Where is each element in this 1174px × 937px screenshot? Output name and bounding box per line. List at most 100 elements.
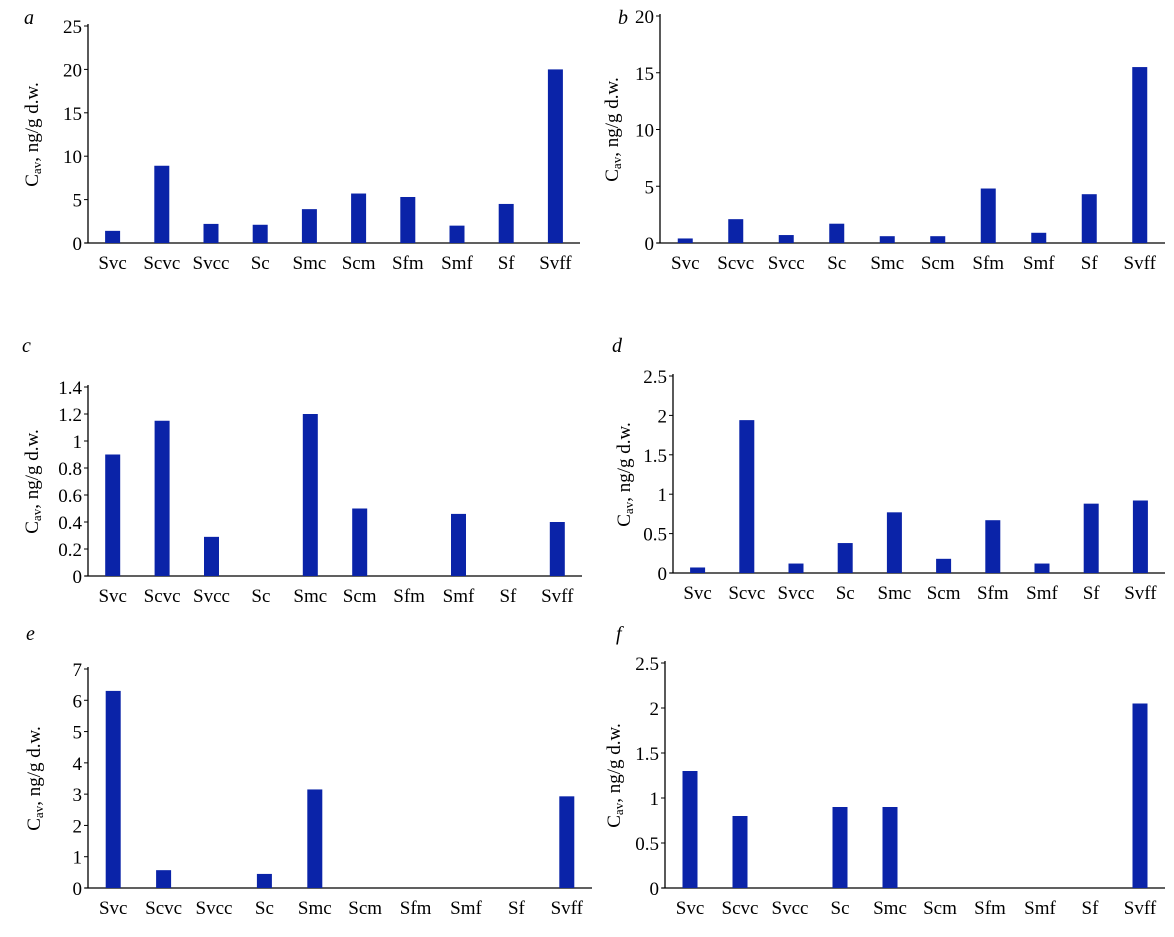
y-tick-label: 10 [63, 147, 82, 168]
x-tick-label: Sc [251, 586, 270, 607]
x-tick-label: Svcc [196, 898, 233, 919]
y-tick-label: 2 [73, 816, 83, 837]
y-tick-label: 20 [63, 60, 82, 81]
x-tick-label: Sfm [400, 898, 432, 919]
x-tick-label: Scm [348, 898, 382, 919]
x-tick-label: Sc [255, 898, 274, 919]
y-tick-label: 1 [658, 485, 668, 506]
y-axis-label: Cav, ng/g d.w. [22, 429, 44, 534]
y-tick-label: 15 [635, 64, 654, 85]
bar-Svc [682, 771, 698, 888]
x-tick-label: Sc [836, 583, 855, 604]
bar-Svc [690, 567, 706, 573]
y-tick-label: 0 [73, 879, 83, 900]
x-tick-label: Sc [251, 253, 270, 274]
y-tick-label: 1 [73, 848, 83, 869]
y-tick-label: 2 [658, 406, 668, 427]
x-tick-label: Svff [1124, 898, 1157, 919]
bar-Svcc [203, 223, 219, 243]
x-tick-label: Scvc [717, 253, 754, 274]
y-tick-label: 2.5 [643, 367, 667, 388]
x-tick-label: Smc [873, 898, 907, 919]
y-tick-label: 7 [73, 660, 83, 681]
bar-Scvc [154, 420, 170, 576]
y-tick-label: 3 [73, 785, 83, 806]
x-tick-label: Smf [443, 586, 475, 607]
bar-Svcc [204, 536, 219, 576]
y-tick-label: 0.4 [58, 513, 82, 534]
x-tick-label: Svc [683, 583, 712, 604]
panel-letter: b [618, 7, 628, 29]
x-tick-label: Sfm [974, 898, 1006, 919]
x-tick-label: Scm [342, 253, 376, 274]
y-tick-label: 1.2 [58, 405, 82, 426]
panel-letter: a [24, 7, 34, 29]
y-tick-label: 1.5 [643, 446, 667, 467]
bar-Sf [498, 203, 514, 243]
y-tick-label: 0.5 [643, 525, 667, 546]
x-tick-label: Svff [1124, 583, 1157, 604]
y-tick-label: 0.6 [58, 486, 82, 507]
x-tick-label: Svc [671, 253, 700, 274]
bar-Sc [252, 224, 268, 243]
x-tick-label: Scm [921, 253, 955, 274]
x-tick-label: Sf [498, 253, 516, 274]
x-tick-label: Smf [1026, 583, 1058, 604]
x-tick-label: Svcc [768, 253, 805, 274]
bar-Smc [879, 236, 895, 243]
bar-Smf [1034, 563, 1050, 573]
bar-Scm [352, 508, 368, 576]
bar-Smc [301, 209, 317, 243]
bar-Svc [105, 690, 121, 888]
bar-Sc [256, 873, 272, 888]
y-tick-label: 1 [73, 432, 83, 453]
x-tick-label: Smc [298, 898, 332, 919]
y-tick-label: 2 [650, 699, 660, 720]
panel-letter: c [22, 335, 31, 357]
x-tick-label: Svc [99, 898, 128, 919]
y-tick-label: 0 [650, 879, 660, 900]
bar-Sc [832, 807, 848, 888]
bar-Scvc [728, 219, 744, 243]
y-axis-label: Cav, ng/g d.w. [604, 723, 626, 828]
x-tick-label: Scm [343, 586, 377, 607]
x-tick-label: Svc [676, 898, 705, 919]
y-tick-label: 0 [73, 234, 83, 255]
x-tick-label: Sfm [392, 253, 424, 274]
y-axis-label: Cav, ng/g d.w. [24, 726, 46, 831]
x-tick-label: Smf [1024, 898, 1056, 919]
x-tick-label: Svff [541, 586, 574, 607]
y-tick-label: 20 [635, 7, 654, 28]
x-tick-label: Svff [551, 898, 584, 919]
y-tick-label: 0.2 [58, 540, 82, 561]
panel-letter: d [612, 335, 623, 357]
y-tick-label: 0.8 [58, 459, 82, 480]
x-tick-label: Smf [1023, 253, 1055, 274]
x-tick-label: Scm [923, 898, 957, 919]
y-tick-label: 0 [645, 234, 655, 255]
y-tick-label: 6 [73, 691, 83, 712]
bar-Svff [1132, 703, 1148, 888]
bar-Svc [677, 238, 693, 243]
x-tick-label: Scvc [728, 583, 765, 604]
bar-Smc [302, 414, 318, 576]
y-tick-label: 5 [645, 177, 655, 198]
bar-Smf [1031, 232, 1047, 243]
bar-Smf [449, 225, 465, 243]
x-tick-label: Smf [441, 253, 473, 274]
y-axis-label: Cav, ng/g d.w. [602, 77, 624, 182]
bar-Smc [882, 807, 898, 888]
x-tick-label: Svcc [193, 253, 230, 274]
x-tick-label: Scvc [143, 253, 180, 274]
bar-Sc [829, 223, 845, 243]
x-tick-label: Scvc [144, 586, 181, 607]
x-tick-label: Sc [827, 253, 846, 274]
y-tick-label: 1.4 [58, 378, 82, 399]
x-tick-label: Smc [293, 586, 327, 607]
bar-Svff [549, 522, 565, 576]
bar-Svff [559, 796, 575, 888]
x-tick-label: Sf [1083, 583, 1101, 604]
panel-f: f 0 0.5 1 1.5 2 2.5 Cav, ng/g d.w. Svc Scvc Svcc Sc… [604, 623, 1165, 919]
x-tick-label: Sf [499, 586, 517, 607]
